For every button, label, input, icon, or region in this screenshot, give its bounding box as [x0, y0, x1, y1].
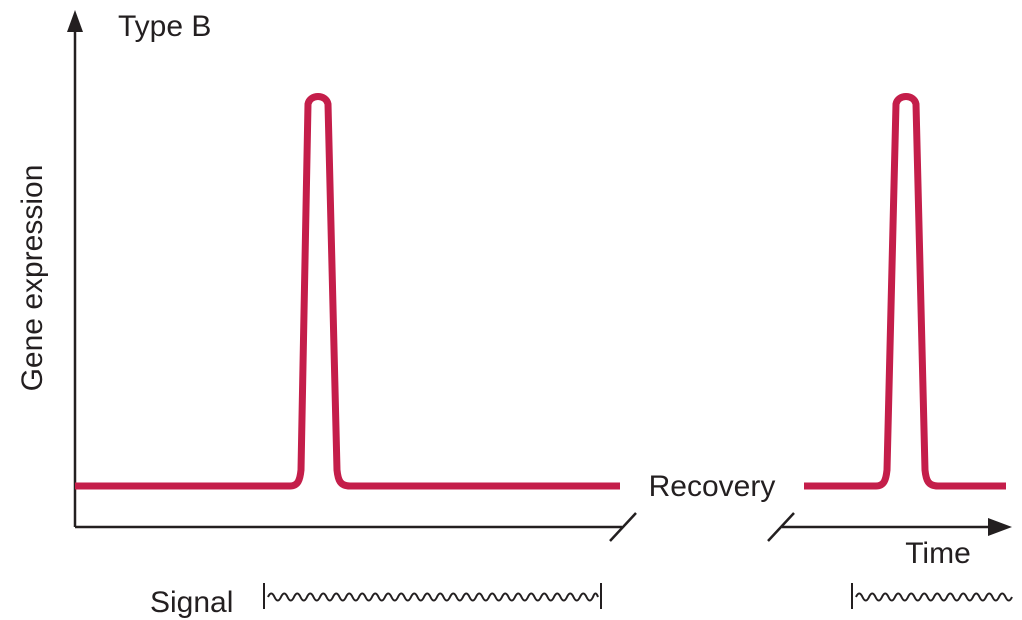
- y-axis-arrowhead: [67, 10, 83, 32]
- x-axis-label: Time: [905, 537, 971, 570]
- signal-wave-2: [855, 592, 1013, 602]
- signal-wave-1: [267, 592, 599, 602]
- x-axis-arrowhead: [988, 518, 1012, 536]
- expression-trace-second: [804, 93, 1006, 490]
- chart-title: Type B: [118, 10, 211, 43]
- axis-break-mark-right: [767, 512, 795, 542]
- y-axis-label: Gene expression: [16, 165, 49, 392]
- axis-break-mark-left: [609, 512, 637, 542]
- signal-label: Signal: [150, 586, 233, 619]
- recovery-label: Recovery: [649, 470, 776, 503]
- expression-trace-first: [75, 93, 620, 490]
